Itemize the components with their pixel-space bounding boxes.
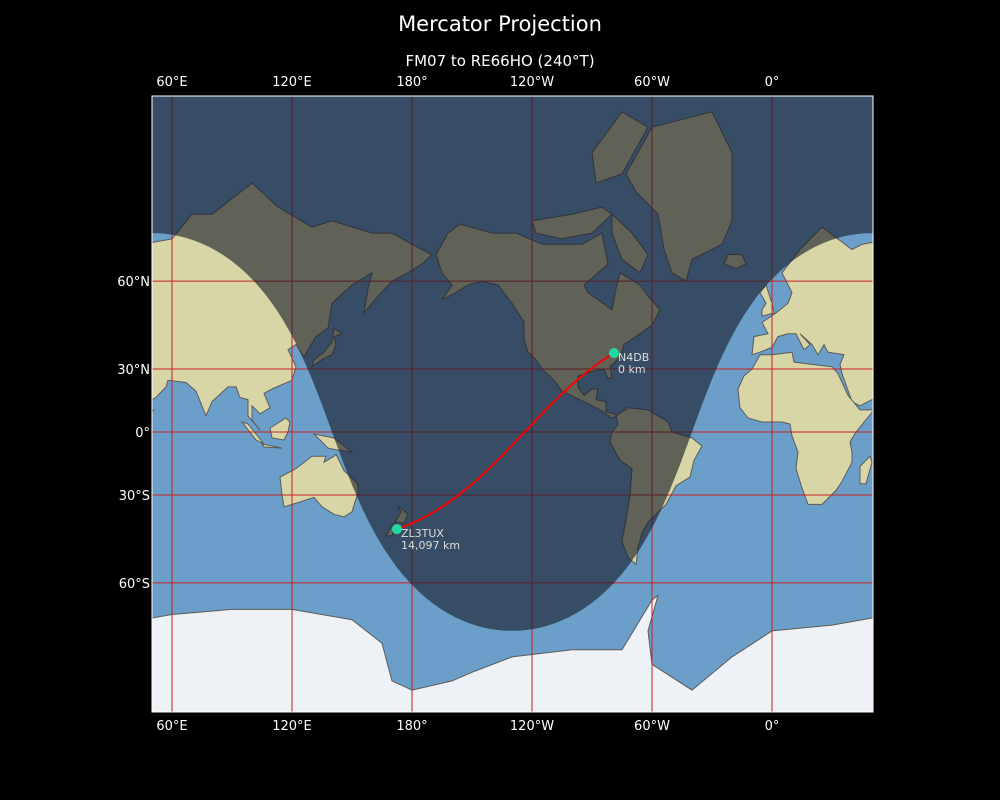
landmass <box>982 444 1000 448</box>
longitude-label: 60°E <box>156 719 187 734</box>
longitude-label: 120°W <box>510 719 554 734</box>
station-callsign: ZL3TUX <box>401 527 444 540</box>
landmass <box>152 608 413 712</box>
station-marker <box>609 347 619 358</box>
longitude-label: 120°E <box>272 75 312 90</box>
landmass <box>40 285 54 316</box>
latitude-label: 30°S <box>119 489 150 504</box>
figure-subtitle: FM07 to RE66HO (240°T) <box>405 52 595 70</box>
longitude-label: 60°W <box>634 719 670 734</box>
station-distance: 0 km <box>618 363 646 376</box>
station-distance: 14,097 km <box>401 539 460 552</box>
latitude-label: 60°N <box>117 275 150 290</box>
longitude-label: 180° <box>396 719 427 734</box>
landmass <box>152 460 153 465</box>
longitude-label: 0° <box>765 75 780 90</box>
map-frame <box>151 95 874 713</box>
longitude-label: 120°W <box>510 75 554 90</box>
longitude-label: 180° <box>396 75 427 90</box>
landmass <box>0 112 12 281</box>
longitude-label: 0° <box>765 719 780 734</box>
latitude-label: 30°N <box>117 363 150 378</box>
landmass <box>990 418 1000 440</box>
latitude-label: 60°S <box>119 577 150 592</box>
landmass <box>751 226 873 407</box>
landmass <box>962 422 984 444</box>
station-callsign: N4DB <box>618 351 649 364</box>
landmass <box>4 255 26 269</box>
longitude-label: 60°W <box>634 75 670 90</box>
night-shading <box>152 96 873 631</box>
axis-ticks: 60°E 60°E 120°E 120°E 180° 180° 120°W 120°W 60°W… <box>117 75 779 734</box>
landmass <box>859 455 873 485</box>
station-marker <box>392 524 402 535</box>
landmass <box>411 594 873 712</box>
figure-title: Mercator Projection <box>398 12 602 36</box>
landmass <box>260 443 283 449</box>
great-circle-path <box>396 352 615 531</box>
longitude-label: 60°E <box>156 75 187 90</box>
longitude-label: 120°E <box>272 719 312 734</box>
latitude-label: 0° <box>135 426 150 441</box>
